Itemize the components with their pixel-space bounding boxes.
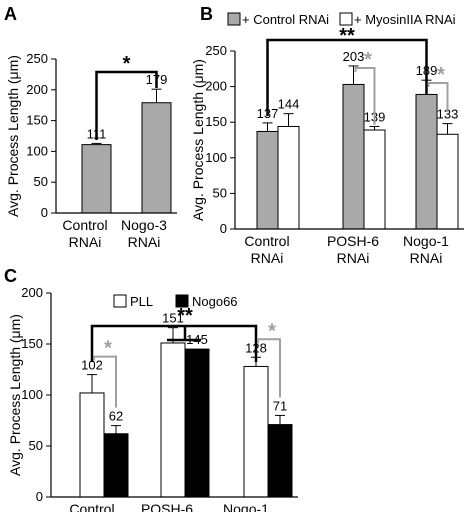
y-tick-label: 0	[36, 489, 43, 504]
pair-significance-bracket	[93, 355, 117, 408]
y-tick-label: 100	[21, 387, 43, 402]
legend-swatch	[175, 294, 189, 308]
y-tick-label: 200	[21, 285, 43, 300]
y-tick-label: 150	[205, 114, 227, 129]
y-axis-label: Avg. Process Length (μm)	[190, 59, 206, 221]
bar	[79, 392, 105, 498]
data-label: 133	[437, 107, 459, 122]
legend-label: Nogo66	[192, 294, 238, 309]
pair-significance-marker: *	[268, 320, 276, 342]
bar	[184, 348, 210, 498]
y-tick-label: 250	[205, 43, 227, 58]
data-label: 203	[343, 49, 365, 64]
bar	[243, 365, 269, 498]
bar	[256, 130, 279, 230]
legend-label: + MyosinIIA RNAi	[354, 12, 456, 27]
y-tick-label: 0	[220, 221, 227, 236]
data-label: 102	[81, 358, 103, 373]
data-label: 71	[273, 398, 287, 413]
data-label: 144	[278, 97, 300, 112]
significance-marker: *	[123, 53, 131, 75]
bar	[415, 93, 438, 230]
bar	[363, 129, 386, 230]
pair-significance-marker: *	[437, 64, 445, 86]
panel-label-b: B	[200, 4, 213, 24]
panel-a: 0 50 100 150 200 250 Avg. Process Length (μm) C…	[5, 51, 177, 250]
bar	[267, 424, 293, 498]
bar	[81, 144, 112, 214]
significance-marker: **	[339, 25, 355, 47]
pair-significance-marker: *	[364, 49, 372, 71]
legend-swatch	[227, 12, 241, 26]
legend-swatch	[339, 12, 353, 26]
y-tick-label: 50	[29, 438, 43, 453]
significance-marker: **	[177, 305, 193, 327]
bar	[342, 83, 365, 230]
pair-significance-bracket	[354, 67, 376, 125]
data-label: 62	[109, 409, 123, 424]
bar	[103, 433, 129, 498]
y-tick-label: 50	[213, 185, 227, 200]
y-tick-label: 200	[26, 82, 48, 97]
pair-significance-bracket	[427, 82, 449, 112]
y-axis-label: Avg. Process Length (μm)	[7, 314, 23, 476]
y-tick-label: 250	[26, 51, 48, 66]
y-tick-label: 100	[26, 143, 48, 158]
significance-bracket	[95, 70, 158, 140]
pair-significance-marker: *	[104, 338, 112, 360]
bar	[277, 125, 300, 230]
pair-significance-bracket	[257, 338, 281, 398]
bar	[436, 133, 459, 230]
panel-label-c: C	[4, 266, 17, 286]
y-tick-label: 150	[26, 113, 48, 128]
bar	[141, 102, 172, 214]
significance-bracket	[266, 38, 428, 116]
legend-swatch	[113, 294, 127, 308]
y-tick-label: 200	[205, 79, 227, 94]
y-axis-label: Avg. Process Length (μm)	[5, 55, 21, 217]
panel-c: 0 50 100 150 200 Avg. Process Length (μm) Cont…	[7, 285, 298, 512]
legend-label: + Control RNAi	[242, 12, 329, 27]
y-tick-label: 0	[41, 205, 48, 220]
y-tick-label: 100	[205, 150, 227, 165]
panel-label-a: A	[4, 4, 17, 24]
y-tick-label: 50	[34, 174, 48, 189]
x-tick-label: Nogo-3 RNAi	[121, 217, 167, 250]
y-tick-label: 150	[21, 336, 43, 351]
bar	[160, 342, 186, 498]
legend-label: PLL	[130, 294, 153, 309]
significance-bracket	[90, 324, 258, 362]
data-label: 151	[162, 311, 184, 326]
